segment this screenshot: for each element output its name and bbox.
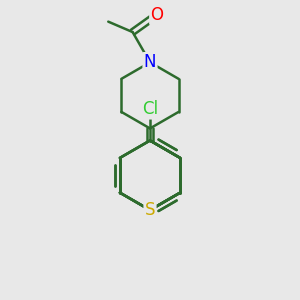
Text: Cl: Cl <box>142 100 158 118</box>
Text: O: O <box>151 6 164 24</box>
Text: N: N <box>144 53 156 71</box>
Text: S: S <box>145 201 155 219</box>
